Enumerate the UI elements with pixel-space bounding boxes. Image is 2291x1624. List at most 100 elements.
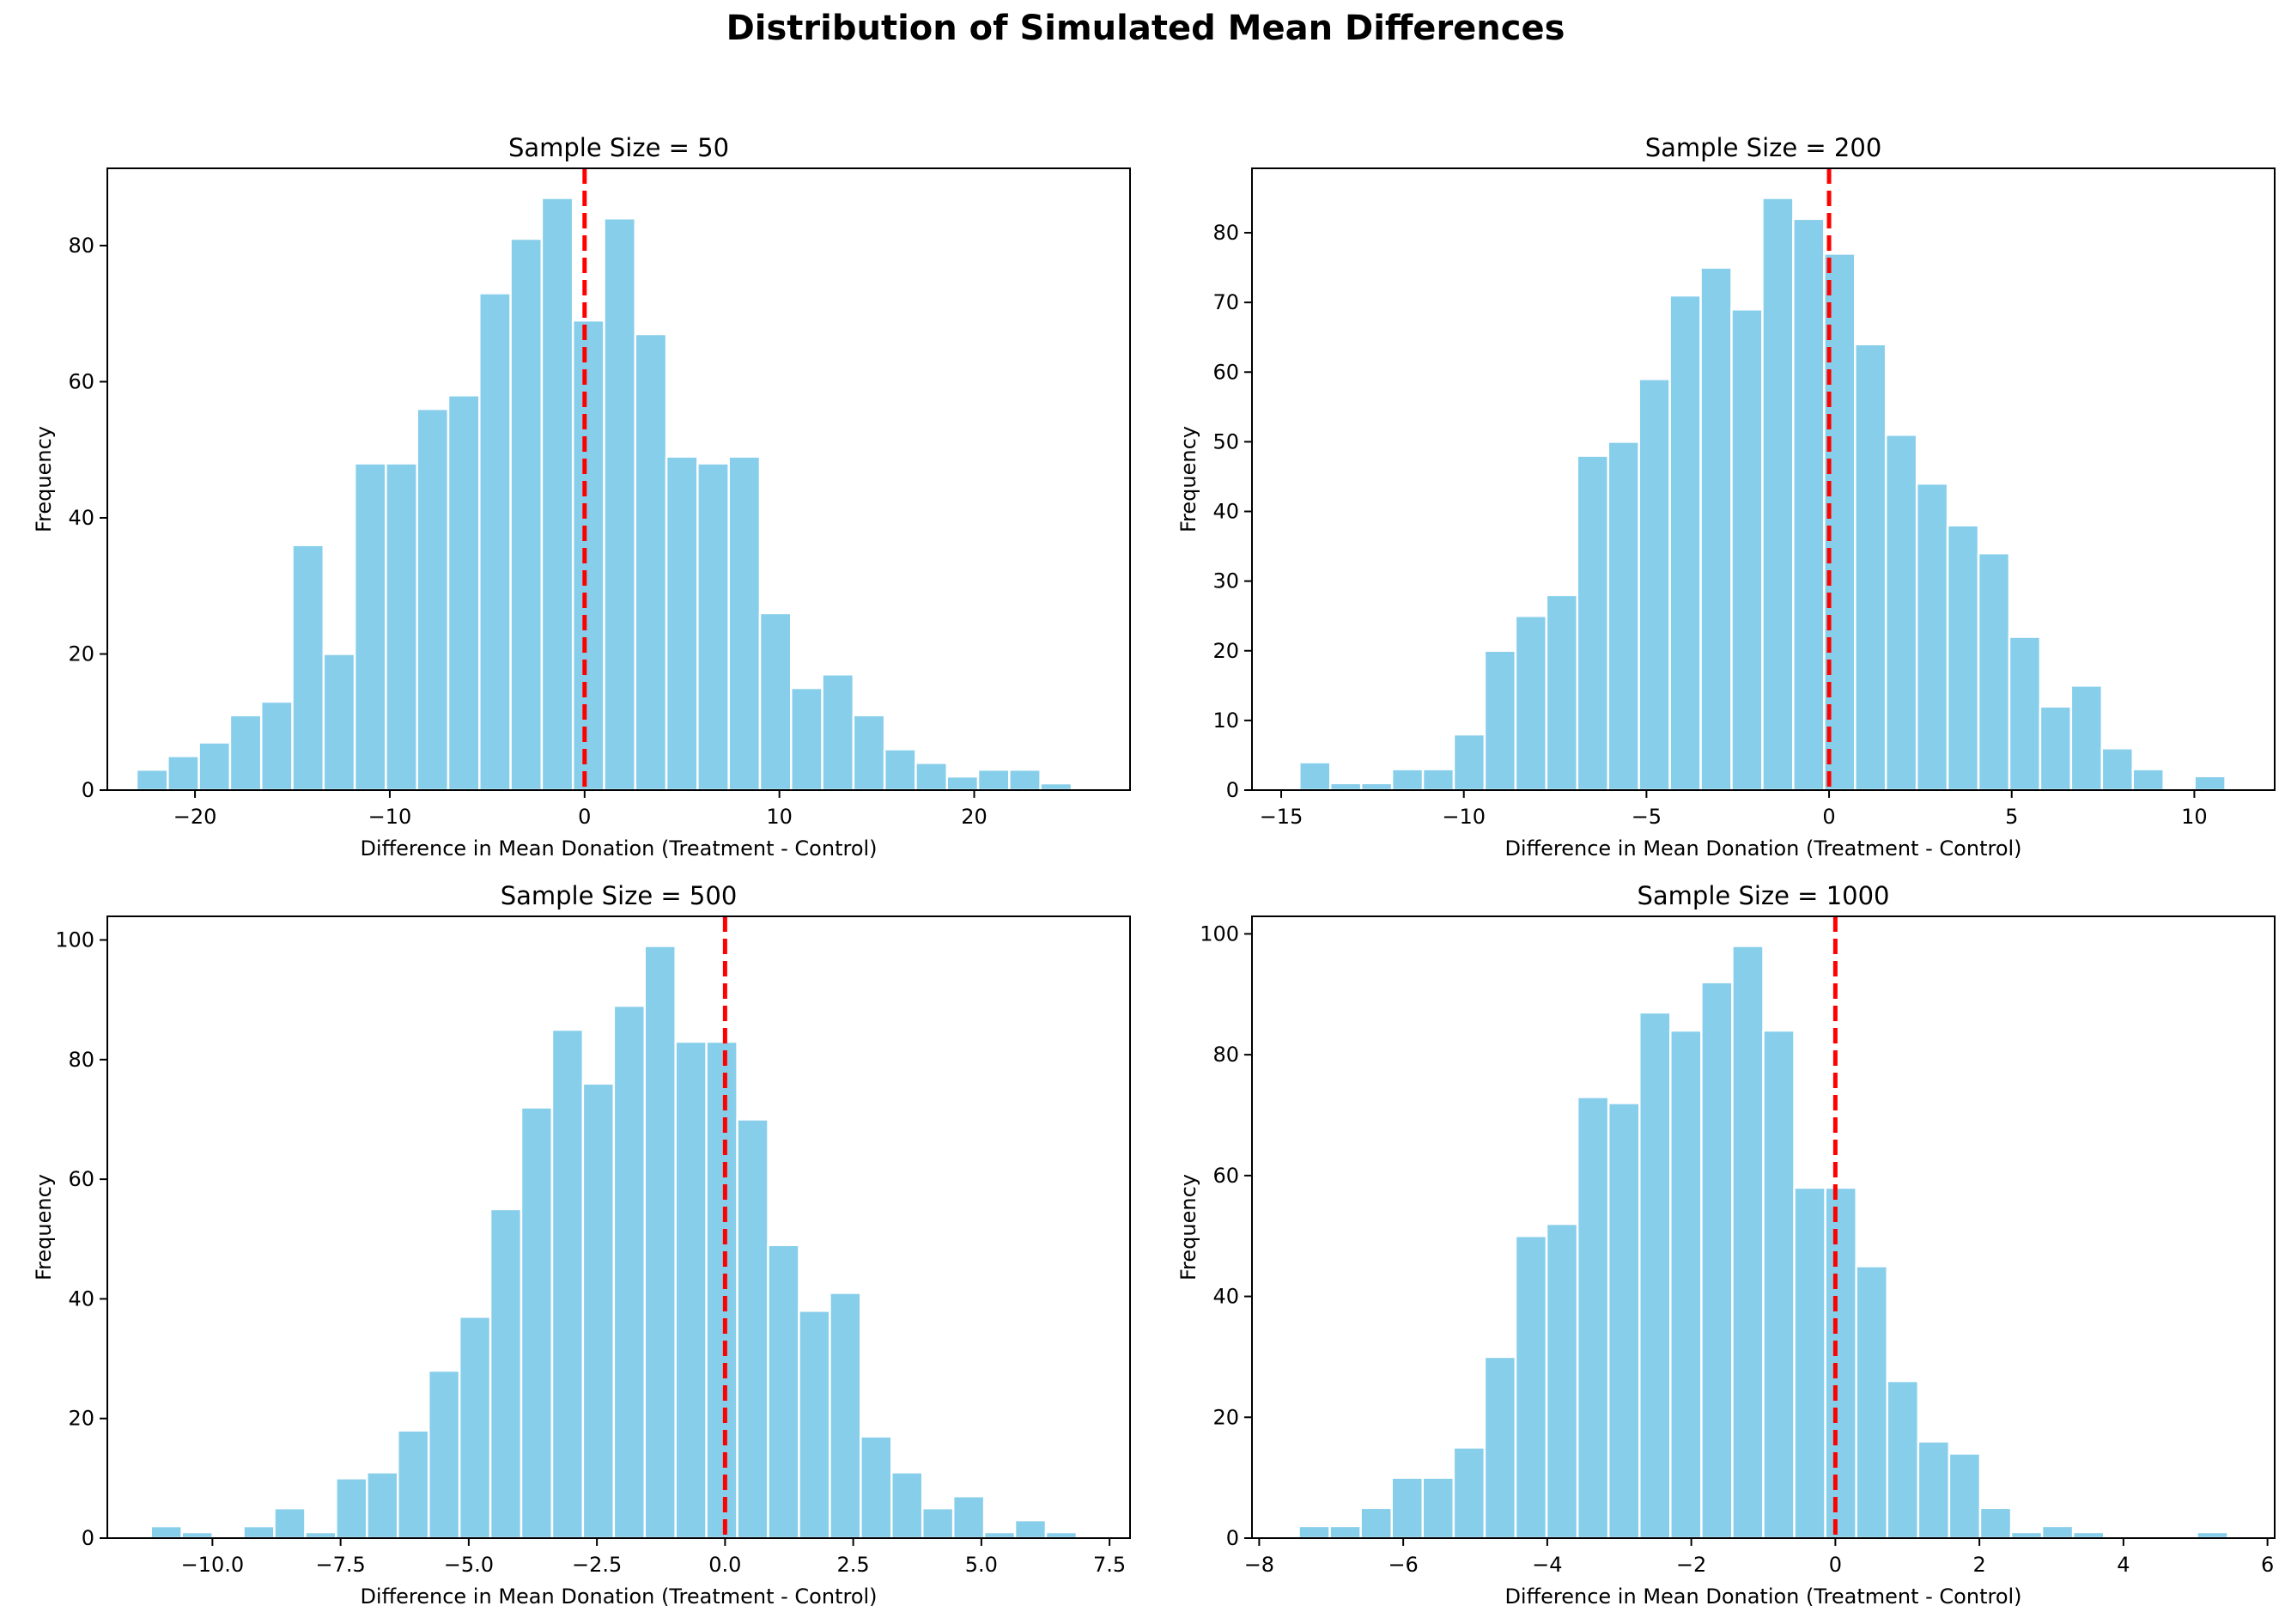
histogram-bar [509,237,544,792]
y-tick-label: 70 [1212,290,1239,314]
subplot-1: −20 −10 0 10 20 0 20 40 60 80 Sample Size = 50 Diff… [32,133,1131,861]
histogram-bar [242,1524,276,1540]
axes-frame [1251,915,2276,1539]
histogram-bar [2131,768,2165,792]
histogram-bar [2009,1530,2044,1540]
histogram-bar [1638,378,1671,792]
histogram-bar [1039,782,1073,792]
x-tick-label: 5.0 [965,1553,998,1577]
histogram-bar [1390,1476,1425,1540]
histogram-bar [2071,1530,2106,1540]
histogram-bar [1483,1355,1517,1540]
histogram-bar [1668,294,1702,792]
histogram-bar [1576,1096,1610,1540]
histogram-bar [427,1369,461,1540]
y-tick-label: 60 [1212,1164,1239,1188]
histogram-bar [665,455,699,792]
histogram-bar [982,1530,1017,1540]
histogram-bar [353,462,387,792]
x-tick-label: −20 [173,805,217,829]
histogram-bar [1607,441,1640,792]
axes-frame [106,915,1131,1539]
histogram-bar [860,1435,893,1540]
histogram-bar [458,1316,492,1540]
x-tick-label: −8 [1244,1553,1274,1577]
histogram-bar [1730,308,1764,792]
histogram-bar [135,768,169,792]
histogram-bar [1761,197,1795,792]
x-tick-label: 0.0 [708,1553,741,1577]
y-tick-label: 0 [82,1526,94,1550]
y-tick-label: 40 [1212,1285,1239,1309]
histogram-bar [1359,782,1394,792]
histogram-bar [1421,768,1455,792]
histogram-bar [603,217,637,792]
histogram-bar [366,1471,399,1540]
histogram-bar [915,762,949,792]
y-tick-label: 50 [1212,429,1239,453]
y-tick-label: 20 [1212,639,1239,663]
histogram-bar [976,768,1011,792]
histogram-bar [1359,1506,1393,1540]
histogram-bar [1915,482,1949,792]
y-tick-label: 80 [68,1048,94,1072]
histogram-bar [829,1292,862,1540]
histogram-bar [1638,1011,1672,1540]
histogram-bar [1452,1446,1486,1540]
histogram-bar [1298,761,1332,792]
x-tick-label: −15 [1260,805,1304,829]
histogram-bar [821,673,855,792]
histogram-bar [291,544,325,792]
x-tick-label: −10.0 [181,1553,245,1577]
figure-title: Distribution of Simulated Mean Differenc… [726,9,1565,48]
x-tick-label: 0 [1822,805,1835,829]
histogram-bar [758,611,793,792]
histogram-bar [736,1118,769,1540]
histogram-bar [1008,768,1042,792]
y-tick-label: 30 [1212,569,1239,593]
histogram-bar [1044,1530,1079,1540]
histogram-bar [335,1477,368,1540]
histogram-bar [1792,217,1826,792]
histogram-bar [273,1506,307,1540]
histogram-bar [705,1040,738,1540]
histogram-bar [2193,775,2227,792]
histogram-bar [1328,782,1363,792]
histogram-bar [1886,1379,1920,1540]
x-axis-label: Difference in Mean Donation (Treatment -… [1504,836,2021,861]
histogram-bar [489,1207,523,1540]
y-tick-label: 0 [82,778,94,802]
y-tick-label: 60 [1212,360,1239,384]
histogram-bar [951,1494,986,1540]
y-tick-label: 20 [68,1407,94,1431]
y-tick-label: 80 [1212,221,1239,245]
histogram-bar [1793,1186,1826,1540]
x-tick-label: 10 [766,805,793,829]
histogram-bar [1483,649,1517,792]
histogram-bar [1297,1524,1331,1540]
x-tick-label: −5 [1632,805,1662,829]
histogram-bar [612,1004,647,1540]
histogram-bar [1545,593,1579,792]
subplot-title: Sample Size = 200 [1645,133,1882,162]
x-tick-label: −5.0 [444,1553,494,1577]
y-axis-label: Frequency [32,1174,56,1280]
histogram-bar [571,319,605,792]
histogram-bar [1731,945,1765,1540]
y-tick-label: 40 [68,506,94,530]
histogram-bar [550,1028,585,1540]
histogram-bar [1328,1524,1362,1540]
x-tick-label: 2.5 [837,1553,870,1577]
histogram-bar [674,1040,708,1540]
x-tick-label: −7.5 [315,1553,365,1577]
histogram-bar [416,407,450,792]
histogram-bar [1948,1452,1982,1540]
y-tick-label: 100 [55,928,94,952]
subplot-title: Sample Size = 1000 [1637,881,1889,910]
histogram-bar [322,653,356,792]
histogram-bar [2196,1530,2229,1540]
y-axis-label: Frequency [1176,1174,1200,1280]
histogram-bar [1700,981,1734,1540]
x-axis-label: Difference in Mean Donation (Treatment -… [360,836,877,861]
